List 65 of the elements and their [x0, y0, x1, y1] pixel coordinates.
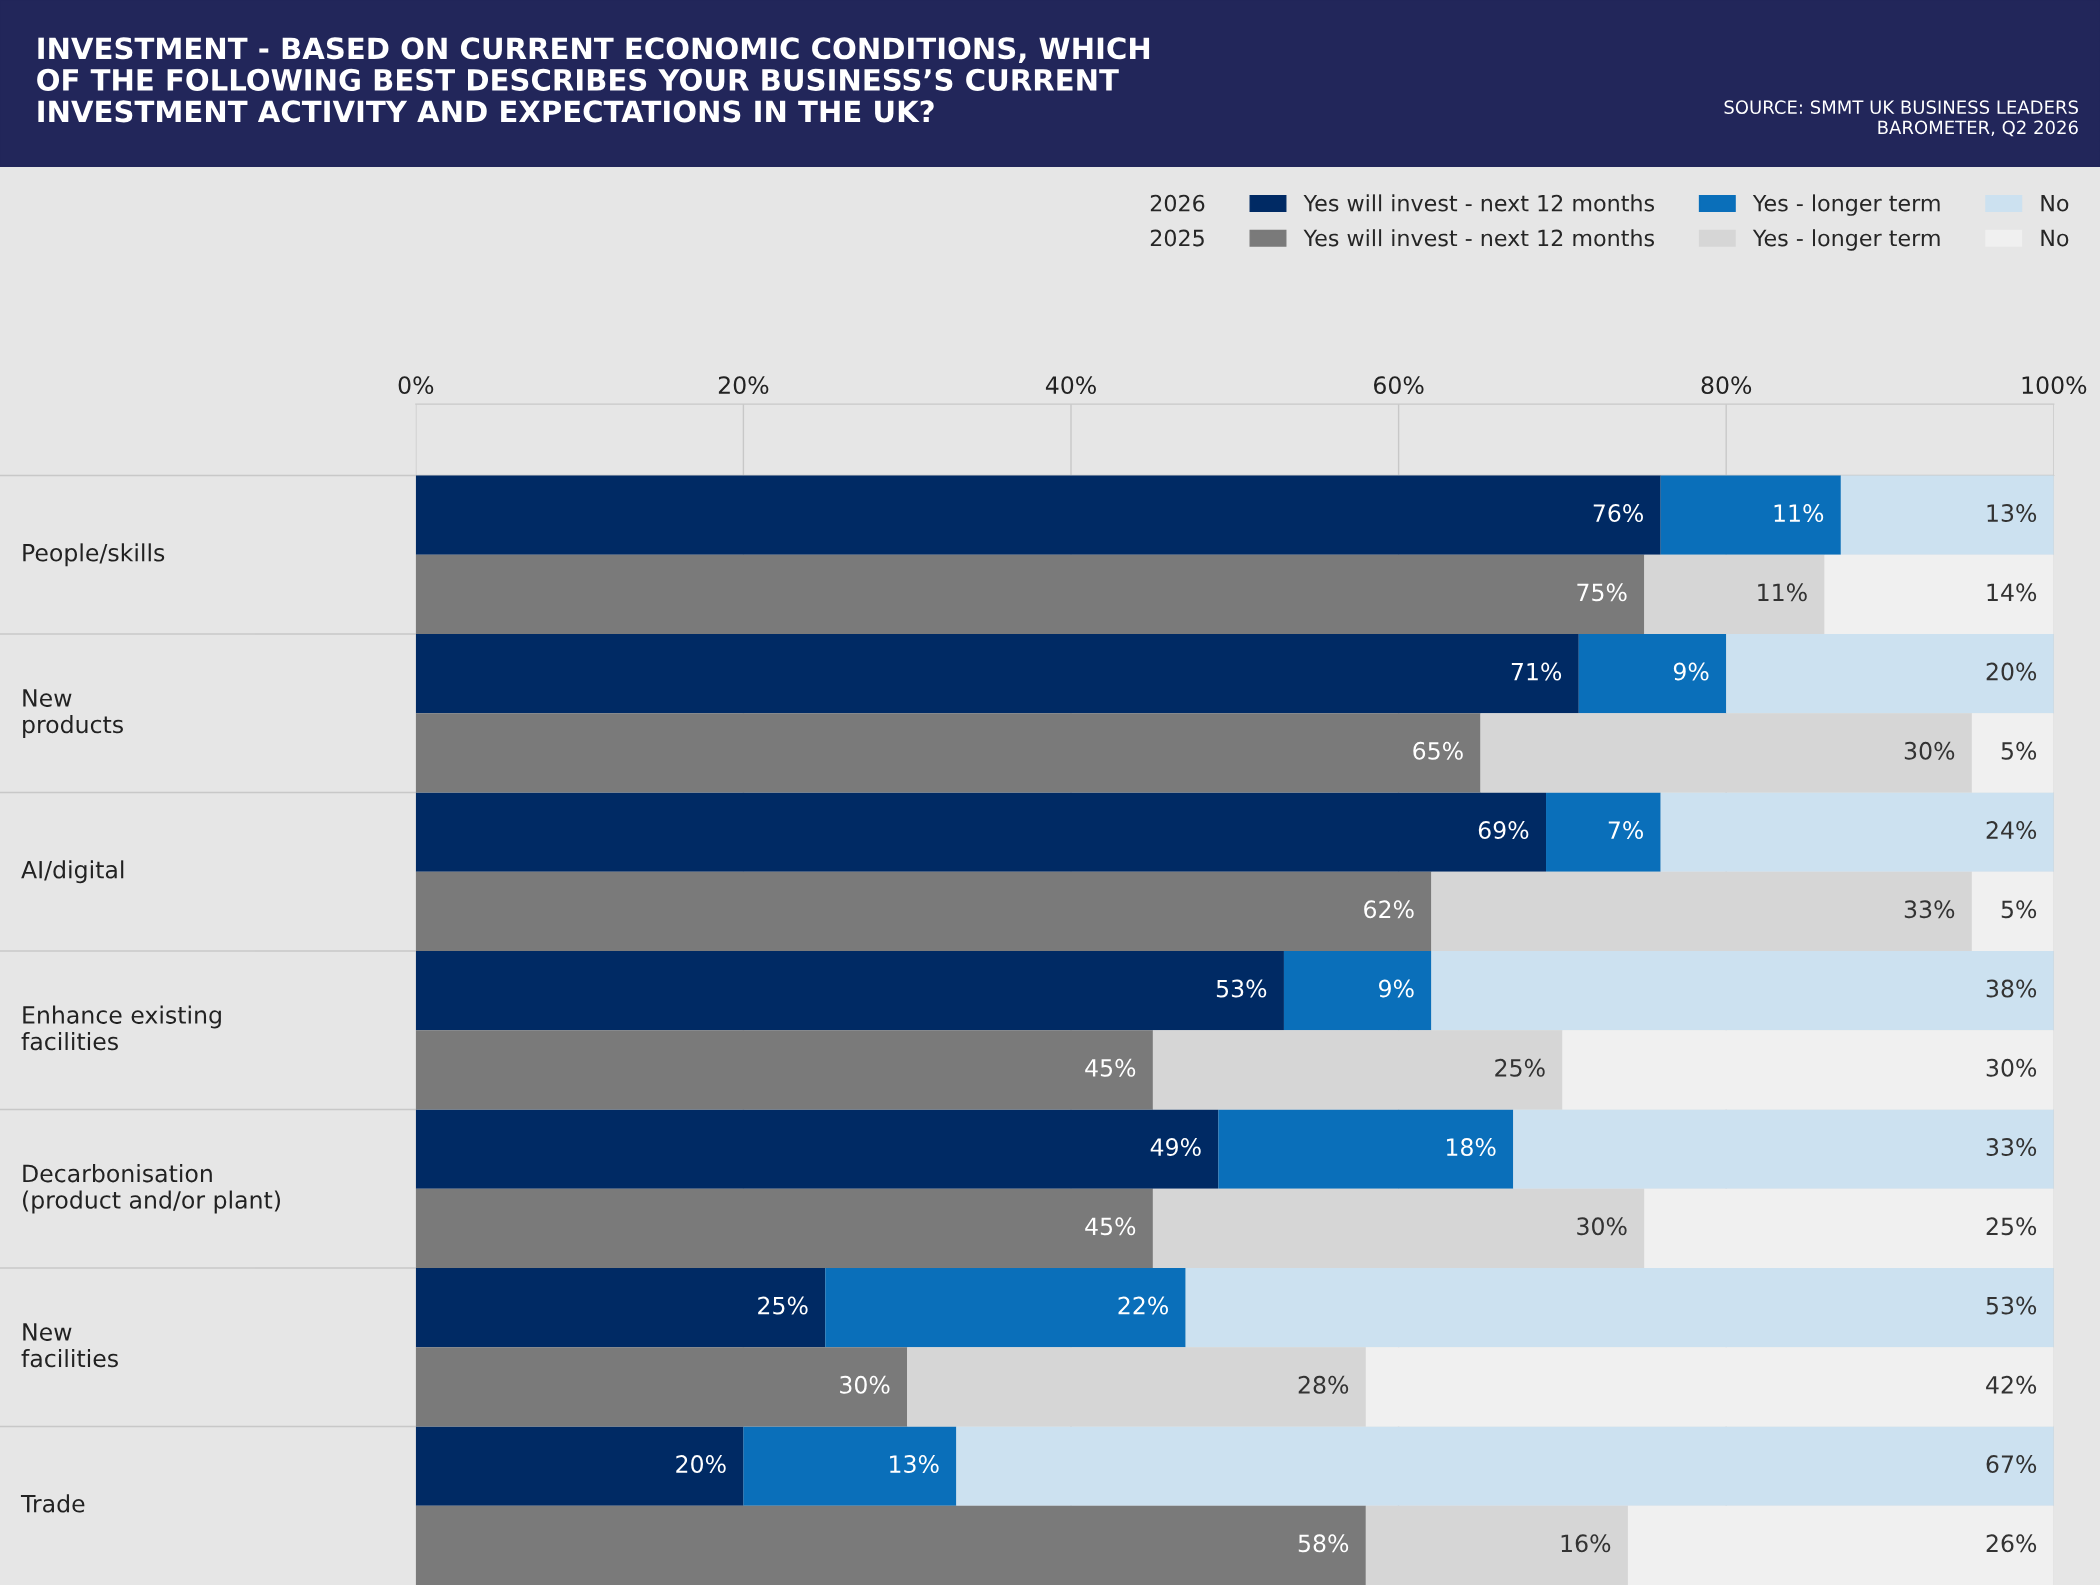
- data-label: 30%: [1904, 741, 1955, 760]
- data-label: 13%: [1987, 504, 2037, 522]
- data-label: 30%: [1577, 1217, 1627, 1236]
- data-label: 13%: [890, 1455, 939, 1473]
- data-label: 9%: [1379, 979, 1414, 998]
- data-label: 9%: [1673, 662, 1709, 681]
- y-tick-label: Enhance existing facilities: [21, 1005, 221, 1051]
- data-label: 53%: [1986, 1296, 2037, 1315]
- data-label: 45%: [1085, 1058, 1136, 1077]
- data-label: 75%: [1577, 583, 1627, 602]
- data-label: 5%: [2001, 741, 2037, 760]
- data-label: 49%: [1150, 1138, 1201, 1156]
- legend-label: Yes will invest - next 12 months: [1303, 194, 1655, 212]
- legend-label: Yes - longer term: [1752, 194, 1940, 216]
- y-tick-label: Decarbonisation (product and/or plant): [23, 1164, 280, 1214]
- x-tick-label: 80%: [1701, 376, 1752, 395]
- data-label: 14%: [1987, 583, 2037, 602]
- x-tick-label: 20%: [718, 376, 769, 395]
- x-tick-label: 100%: [2022, 376, 2087, 395]
- y-tick-label: New products: [23, 689, 123, 738]
- legend-label: No: [2041, 229, 2069, 247]
- data-label: 25%: [1495, 1058, 1545, 1077]
- y-tick-label: Trade: [20, 1494, 85, 1513]
- x-tick-label: 0%: [398, 376, 434, 395]
- y-tick-label: New facilities: [21, 1323, 118, 1368]
- data-label: 18%: [1446, 1138, 1496, 1156]
- data-label: 7%: [1608, 821, 1643, 839]
- legend-label: No: [2041, 195, 2069, 212]
- text: 2025: [1150, 229, 1204, 247]
- data-label: 33%: [1904, 900, 1955, 919]
- y-tick-label: AI/digital: [21, 860, 124, 884]
- data-label: 30%: [1986, 1058, 2037, 1077]
- data-label: 53%: [1216, 979, 1267, 998]
- chart-title: INVESTMENT - BASED ON CURRENT ECONOMIC CONDITIONS, WHICH OF THE FOLLOWING BEST DESCRIBES YOUR BUSINESS’S CURRENT INVESTMENT ACTIVITY AND EXPECTATIONS IN THE UK?: [37, 37, 1150, 123]
- data-label: 20%: [676, 1455, 726, 1473]
- data-label: 30%: [840, 1375, 890, 1394]
- data-label: 67%: [1986, 1455, 2037, 1473]
- data-label: 26%: [1986, 1534, 2037, 1553]
- data-label: 62%: [1364, 900, 1414, 919]
- data-label: 71%: [1511, 662, 1562, 681]
- data-label: 16%: [1561, 1534, 1611, 1553]
- data-label: 69%: [1478, 821, 1529, 839]
- data-label: 33%: [1986, 1138, 2037, 1156]
- x-tick-label: 60%: [1374, 376, 1424, 395]
- data-label: 42%: [1986, 1375, 2037, 1394]
- data-label: 65%: [1413, 741, 1463, 760]
- data-label: 28%: [1298, 1375, 1349, 1394]
- data-label: 20%: [1986, 662, 2037, 681]
- y-tick-label: People/skills: [23, 543, 165, 567]
- data-label: 25%: [1986, 1217, 2037, 1236]
- data-label: 38%: [1986, 979, 2037, 998]
- legend-label: Yes will invest - next 12 months: [1303, 229, 1655, 247]
- data-label: 58%: [1298, 1534, 1349, 1553]
- data-label: 11%: [1774, 504, 1824, 522]
- text: 2026: [1150, 194, 1205, 212]
- data-label: 5%: [2001, 900, 2037, 919]
- data-label: 25%: [758, 1296, 808, 1315]
- x-tick-label: 40%: [1045, 376, 1096, 395]
- data-label: 11%: [1758, 583, 1807, 602]
- data-label: 76%: [1593, 504, 1643, 522]
- source-note: SOURCE: SMMT UK BUSINESS LEADERS BAROMETER, Q2 2026: [1724, 100, 2078, 137]
- legend-label: Yes - longer term: [1752, 229, 1940, 251]
- data-label: 22%: [1118, 1296, 1168, 1315]
- data-label: 24%: [1986, 821, 2037, 839]
- data-label: 45%: [1085, 1217, 1136, 1236]
